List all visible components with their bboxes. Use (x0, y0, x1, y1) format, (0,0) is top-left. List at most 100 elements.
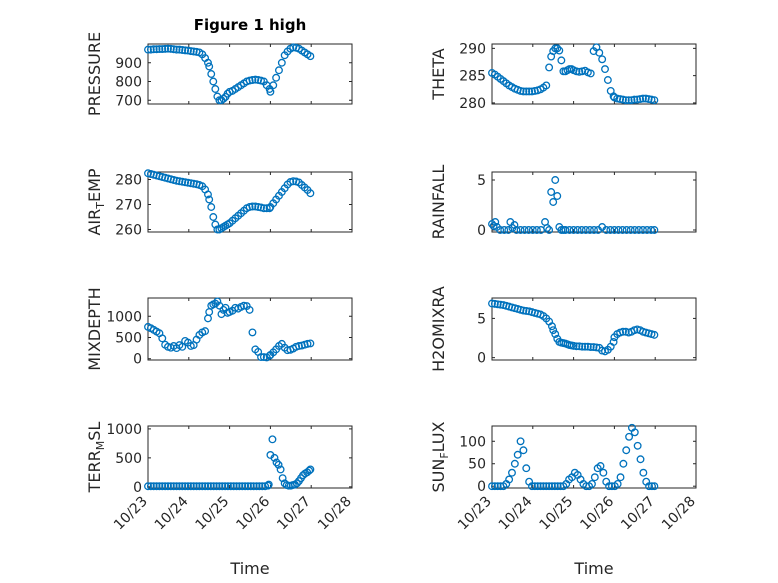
data-point (158, 45, 167, 54)
data-point (215, 482, 224, 491)
data-point (146, 482, 155, 491)
data-point (633, 441, 642, 450)
data-point (592, 343, 601, 352)
data-point (184, 178, 192, 187)
data-point (561, 226, 570, 234)
x-tick-label: 10/26 (577, 493, 617, 533)
data-point (169, 482, 178, 491)
data-point (251, 202, 260, 211)
data-point (181, 482, 190, 491)
data-point (590, 226, 598, 234)
data-point (189, 47, 198, 56)
data-point (209, 482, 218, 491)
data-point (601, 65, 609, 74)
data-point (493, 482, 502, 491)
data-point (650, 482, 659, 491)
x-tick-label: 10/26 (233, 493, 273, 533)
data-point (525, 87, 534, 96)
data-point (275, 66, 283, 75)
data-point (549, 198, 558, 206)
data-point (493, 300, 502, 309)
data-point (598, 55, 607, 64)
data-point (613, 94, 622, 103)
data-point (206, 482, 215, 491)
data-point (548, 482, 556, 491)
data-point (268, 435, 277, 444)
data-point (633, 95, 642, 104)
data-point (536, 482, 545, 491)
subplot-grid: 700 800 900 PRESSURE 280 285 290 THETA 260 270 280… (85, 32, 699, 533)
data-point (626, 226, 635, 234)
data-point (251, 75, 260, 84)
data-point (166, 482, 175, 491)
data-point (164, 482, 172, 491)
data-point (522, 87, 531, 96)
data-point (641, 94, 650, 103)
data-point (606, 226, 615, 234)
data-point (201, 327, 210, 336)
data-point (248, 202, 257, 211)
data-point (616, 473, 625, 482)
data-point (650, 226, 659, 234)
data-point (522, 306, 531, 315)
data-point (149, 482, 158, 491)
data-point (595, 48, 604, 57)
data-point (613, 480, 622, 488)
data-point (205, 62, 214, 71)
data-point (520, 226, 529, 234)
data-point (545, 63, 554, 72)
data-point (164, 44, 172, 53)
data-point (175, 45, 184, 54)
data-point (289, 43, 298, 52)
x-tick-label: 10/27 (618, 494, 658, 534)
data-point (274, 460, 283, 469)
x-tick-label: 10/24 (496, 493, 536, 533)
data-point (245, 203, 254, 211)
data-point (213, 297, 222, 306)
subplot-8: 0 50 100 10/23 10/24 10/25 10/26 10/27 10/28 SUNF… (429, 421, 699, 533)
data-point (186, 482, 195, 491)
y-axis-label: MIXDEPTH (85, 287, 104, 370)
data-point (551, 330, 560, 339)
data-point (627, 96, 636, 105)
subplot-6: 0 5 H2OMIXRA (429, 286, 697, 372)
data-point (605, 482, 614, 491)
data-point (490, 482, 499, 491)
y-tick-label: 800 (115, 75, 142, 91)
data-point (278, 474, 287, 483)
data-point (146, 45, 155, 54)
data-point (496, 300, 505, 309)
data-point (528, 87, 536, 96)
data-point (181, 46, 190, 55)
x-tick-label: 10/23 (455, 494, 495, 534)
data-point (303, 339, 312, 348)
data-point (178, 46, 187, 54)
data-point (262, 204, 271, 213)
data-point (516, 437, 525, 446)
data-point (586, 343, 595, 352)
data-point (588, 480, 596, 488)
x-tick-label: 10/28 (659, 494, 699, 534)
data-point (152, 45, 161, 54)
data-point (169, 45, 178, 54)
data-point (144, 482, 152, 491)
data-point (306, 465, 315, 474)
data-point (619, 95, 627, 104)
data-point (245, 305, 254, 314)
y-tick-label: 270 (115, 198, 142, 214)
data-point (572, 67, 581, 76)
axes-frame (147, 43, 353, 105)
data-point (155, 45, 164, 54)
data-point (508, 468, 516, 477)
data-point (510, 459, 519, 468)
data-point (630, 226, 639, 234)
axes-frame (491, 171, 697, 233)
data-point (636, 455, 645, 464)
data-point (155, 482, 164, 491)
data-point (248, 76, 257, 84)
data-point (207, 203, 216, 211)
data-point (306, 189, 315, 198)
y-tick-label: 700 (115, 93, 142, 109)
data-point (609, 337, 618, 346)
